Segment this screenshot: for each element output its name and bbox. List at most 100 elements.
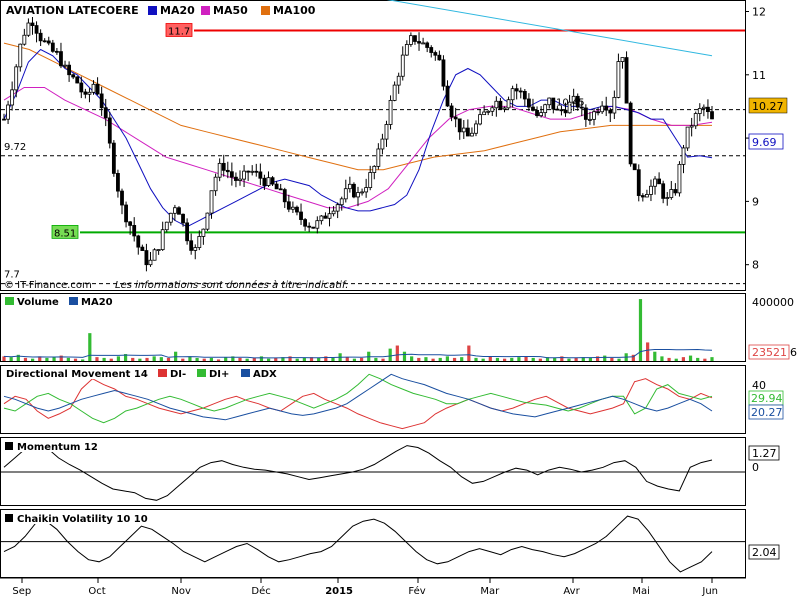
volume-bar-5 (38, 356, 42, 361)
volume-bar-16 (116, 356, 121, 361)
candle-body-30 (124, 204, 128, 223)
price-candles (2, 14, 714, 272)
candle-body-100 (408, 35, 413, 45)
candle-body-118 (482, 111, 487, 116)
volume-bar-97 (696, 357, 700, 361)
momentum-last-box (748, 445, 780, 461)
candle-body-62 (254, 170, 259, 173)
legend-label-ma20: MA20 (160, 4, 195, 17)
candle-body-26 (107, 117, 112, 144)
candle-body-63 (258, 171, 263, 179)
dmi-legend-swatch-1 (197, 369, 206, 377)
candle-body-40 (164, 221, 169, 231)
volume-bar-4 (31, 358, 35, 361)
adx-value: 20.27 (751, 406, 783, 419)
price-y-tick-1: 11 (752, 69, 766, 82)
volume-bar-57 (410, 356, 414, 361)
candle-body-16 (67, 64, 72, 76)
volume-bar-44 (317, 357, 321, 361)
candle-body-83 (339, 198, 344, 206)
volume-bar-17 (123, 354, 128, 361)
volume-bar-66 (474, 357, 478, 361)
candle-body-166 (677, 163, 682, 194)
candle-body-144 (588, 118, 592, 121)
candle-body-76 (311, 226, 316, 229)
candle-body-50 (205, 212, 210, 230)
volume-bar-83 (595, 356, 600, 361)
candle-body-112 (457, 118, 462, 133)
volume-bar-93 (667, 357, 671, 361)
candle-body-157 (640, 195, 645, 198)
volume-bar-71 (510, 357, 514, 361)
volume-bar-50 (359, 357, 364, 361)
legend-swatch-ma100 (261, 6, 270, 15)
volume-bar-49 (352, 358, 357, 361)
candle-body-57 (234, 176, 238, 181)
volume-bar-10 (73, 358, 78, 361)
candle-body-113 (461, 127, 466, 133)
volume-bar-15 (109, 358, 113, 361)
candle-body-168 (685, 126, 690, 149)
volume-title: Volume (17, 297, 59, 308)
legend-background (3, 3, 323, 17)
candle-body-150 (612, 96, 617, 114)
volume-extra-label: 6 (790, 346, 797, 359)
candle-body-122 (498, 100, 503, 110)
candle-body-13 (54, 50, 59, 53)
candle-body-44 (181, 213, 185, 224)
candle-body-10 (42, 40, 47, 43)
volume-bar-25 (181, 358, 185, 361)
candle-body-28 (116, 173, 120, 192)
candle-body-117 (478, 114, 482, 125)
candle-body-47 (193, 247, 198, 251)
chaikin-last-box (748, 544, 780, 560)
candle-body-92 (376, 148, 381, 167)
volume-bar-42 (302, 357, 306, 361)
volume-panel-frame (0, 293, 746, 362)
ma100-line (3, 42, 712, 171)
candle-body-128 (522, 90, 527, 100)
candle-body-152 (620, 57, 625, 62)
volume-bar-80 (574, 357, 578, 361)
level-labels: 11.7 8.51 9.72 10.45 7.7 (4, 23, 585, 281)
candle-body-98 (400, 54, 405, 77)
candle-body-111 (453, 116, 458, 120)
level-label-4: 7.7 (4, 270, 20, 281)
x-tick-8: Mai (632, 586, 650, 597)
candle-body-104 (425, 42, 430, 48)
candle-body-71 (290, 206, 295, 210)
candle-body-158 (644, 194, 649, 198)
volume-bar-38 (274, 357, 278, 361)
momentum-y-tick-0: 0 (752, 461, 759, 474)
volume-bar-76 (545, 357, 550, 361)
candle-body-55 (225, 169, 230, 173)
candle-body-171 (697, 108, 702, 114)
candle-body-81 (331, 210, 336, 215)
di-plus-line (3, 373, 713, 424)
x-tick-3: Déc (251, 585, 270, 597)
volume-bar-95 (681, 357, 685, 361)
candle-body-164 (669, 189, 674, 198)
candle-body-2 (10, 89, 15, 106)
ma-value-box (748, 133, 784, 150)
momentum-last-value: 1.27 (752, 447, 777, 460)
candle-body-56 (229, 171, 234, 178)
candle-body-31 (128, 221, 133, 226)
level-label-box-1 (51, 224, 79, 239)
x-axis: Sep Oct Nov Déc 2015 Fév Mar Avr Mai Jun (0, 577, 746, 597)
candle-body-161 (657, 178, 662, 185)
volume-bar-7 (52, 357, 56, 361)
candle-body-137 (559, 109, 564, 112)
candle-body-75 (307, 225, 312, 228)
candle-body-116 (474, 123, 478, 134)
volume-bar-36 (259, 356, 264, 361)
candle-body-64 (262, 177, 267, 186)
volume-bar-96 (688, 355, 693, 361)
candle-body-68 (278, 188, 283, 191)
volume-bar-41 (295, 358, 299, 361)
volume-bar-53 (381, 358, 385, 361)
volume-ma20-label: MA20 (81, 297, 113, 308)
volume-bar-86 (617, 358, 621, 361)
volume-bar-73 (524, 356, 528, 361)
candle-body-37 (152, 249, 157, 261)
